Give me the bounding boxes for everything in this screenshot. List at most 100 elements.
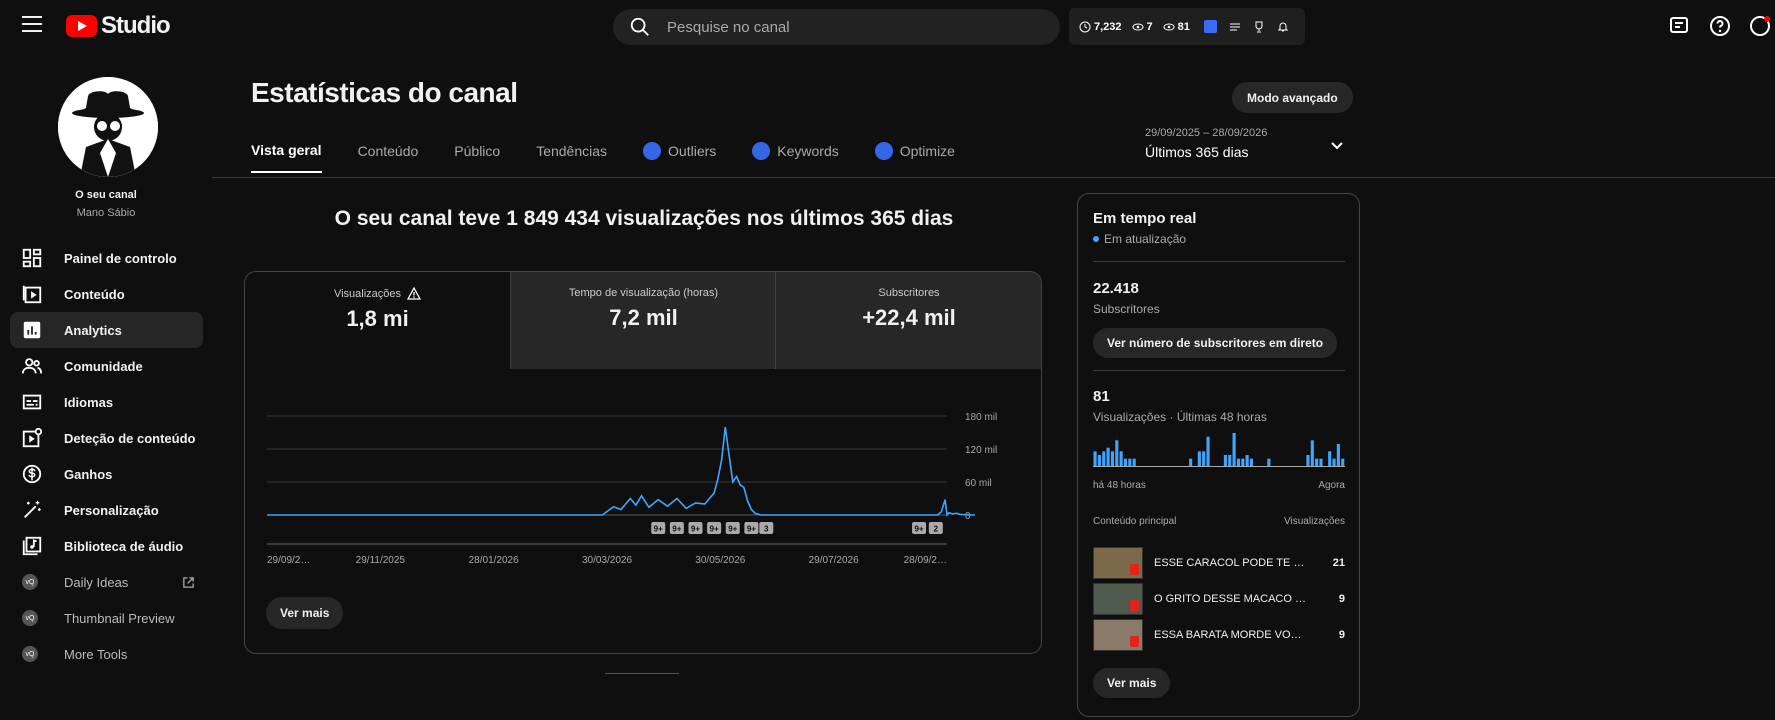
sidebar-item-audio-library[interactable]: Biblioteca de áudio <box>10 528 203 564</box>
tab-outliers[interactable]: Outliers <box>643 142 716 173</box>
see-more-button[interactable]: Ver mais <box>266 597 344 629</box>
sidebar-item-label: Idiomas <box>64 394 114 410</box>
realtime-bar <box>1110 451 1115 466</box>
sidebar-item-earn[interactable]: Ganhos <box>10 456 203 492</box>
video-thumbnail <box>1093 619 1143 651</box>
tab-label: Keywords <box>777 143 839 159</box>
tabs-divider <box>212 177 1775 178</box>
top-content-row[interactable]: ESSE CARACOL PODE TE … 21 <box>1093 547 1345 579</box>
clock-icon <box>1079 21 1091 32</box>
vidiq-icon: vQ <box>22 646 38 662</box>
x-tick-label: 29/07/2026 <box>809 555 859 566</box>
bell-icon[interactable] <box>1277 21 1289 33</box>
warning-icon <box>407 287 422 300</box>
sidebar-item-content[interactable]: Conteúdo <box>10 276 203 312</box>
annotation-label: 9+ <box>914 525 923 534</box>
list-icon[interactable] <box>1229 21 1241 33</box>
x-tick-label: 30/03/2026 <box>582 555 632 566</box>
sidebar-item-thumbnail-preview[interactable]: vQ Thumbnail Preview <box>10 600 203 636</box>
annotation-label: 9+ <box>672 525 681 534</box>
trophy-icon[interactable] <box>1253 21 1265 33</box>
tab-overview[interactable]: Vista geral <box>251 142 322 173</box>
tab-label: Conteúdo <box>357 143 419 159</box>
live-dot-icon <box>1093 236 1099 242</box>
realtime-bar <box>1306 455 1310 466</box>
sidebar-item-label: Analytics <box>64 322 122 338</box>
extension-stats-bar[interactable]: 7,232 7 81 <box>1069 8 1305 45</box>
tab-keywords[interactable]: Keywords <box>752 142 839 173</box>
earn-icon <box>22 464 42 484</box>
top-content-row[interactable]: ESSA BARATA MORDE VO… 9 <box>1093 619 1345 651</box>
chevron-down-icon[interactable] <box>1330 139 1344 153</box>
date-range-dates[interactable]: 29/09/2025 – 28/09/2026 <box>1145 127 1268 139</box>
realtime-bar <box>1232 433 1236 466</box>
sidebar-item-community[interactable]: Comunidade <box>10 348 203 384</box>
notifications-icon[interactable] <box>1748 14 1772 38</box>
chart-end-label: Agora <box>1318 480 1345 491</box>
top-content-header: Conteúdo principal <box>1093 516 1177 527</box>
x-tick-label: 30/05/2026 <box>695 555 745 566</box>
sidebar-item-analytics[interactable]: Analytics <box>10 312 203 348</box>
realtime-bar <box>1267 458 1271 466</box>
metric-watch-time[interactable]: Tempo de visualização (horas) 7,2 mil <box>510 272 776 369</box>
tab-trends[interactable]: Tendências <box>536 142 607 173</box>
vidiq-icon[interactable] <box>1203 20 1217 33</box>
search-input[interactable] <box>665 17 1049 37</box>
realtime-see-more-button[interactable]: Ver mais <box>1093 668 1171 698</box>
sidebar-item-more-tools[interactable]: vQ More Tools <box>10 636 203 672</box>
tab-content[interactable]: Conteúdo <box>358 142 419 173</box>
tab-optimize[interactable]: Optimize <box>874 142 955 173</box>
live-subscriber-count-button[interactable]: Ver número de subscritores em direto <box>1093 328 1338 358</box>
metric-subscribers[interactable]: Subscritores +22,4 mil <box>775 272 1041 369</box>
eye-icon <box>1132 23 1144 30</box>
sidebar-nav: Painel de controlo Conteúdo Analytics Co… <box>10 240 203 672</box>
sidebar-item-customization[interactable]: Personalização <box>10 492 203 528</box>
customization-icon <box>24 500 41 518</box>
date-range-label[interactable]: Últimos 365 dias <box>1145 144 1249 160</box>
sidebar-item-label: Daily Ideas <box>64 574 129 590</box>
metric-value: 1,8 mi <box>346 306 409 331</box>
y-tick-label: 60 mil <box>965 478 992 489</box>
annotation-label: 2 <box>934 525 939 534</box>
sidebar-item-languages[interactable]: Idiomas <box>10 384 203 420</box>
menu-icon[interactable] <box>22 16 42 32</box>
search-bar[interactable] <box>613 9 1060 45</box>
chart-start-label: há 48 horas <box>1093 480 1146 491</box>
annotation-marker <box>725 522 740 534</box>
avatar-image <box>58 77 158 177</box>
divider <box>1093 261 1345 262</box>
tab-label: Tendências <box>536 143 608 159</box>
realtime-title: Em tempo real <box>1093 210 1197 227</box>
sidebar-item-label: Conteúdo <box>64 286 125 302</box>
realtime-bar <box>1119 451 1123 466</box>
realtime-bar-chart[interactable] <box>1093 432 1345 468</box>
y-tick-label: 0 <box>965 511 971 522</box>
annotation-marker <box>651 522 666 534</box>
realtime-bar <box>1319 458 1323 466</box>
views-chart[interactable]: 180 mil 120 mil 60 mil 0 9+ 9+ 9+ 9+ 9+ 9+ 3 9+ 2 29/… <box>245 369 1041 569</box>
tab-audience[interactable]: Público <box>454 142 500 173</box>
y-tick-label: 120 mil <box>965 445 997 456</box>
tab-label: Público <box>454 143 501 159</box>
video-views: 9 <box>1338 593 1345 605</box>
annotation-label: 9+ <box>728 525 737 534</box>
realtime-bar <box>1315 458 1319 466</box>
sidebar-item-dashboard[interactable]: Painel de controlo <box>10 240 203 276</box>
create-icon[interactable] <box>1668 14 1692 38</box>
sidebar-item-label: Thumbnail Preview <box>64 610 175 626</box>
sidebar-item-content-detection[interactable]: Deteção de conteúdo <box>10 420 203 456</box>
y-tick-label: 180 mil <box>965 412 997 423</box>
overview-card: Visualizações 1,8 mi Tempo de visualizaç… <box>244 271 1042 654</box>
views-series-line <box>267 426 975 517</box>
subscribers-label: Subscritores <box>1093 302 1160 316</box>
youtube-studio-logo[interactable]: Studio <box>66 12 171 40</box>
realtime-bar <box>1189 458 1193 466</box>
sidebar-item-daily-ideas[interactable]: vQ Daily Ideas <box>10 564 203 600</box>
top-content-row[interactable]: O GRITO DESSE MACACO … 9 <box>1093 583 1345 615</box>
search-icon <box>630 17 649 36</box>
help-icon[interactable] <box>1708 14 1732 38</box>
advanced-mode-button[interactable]: Modo avançado <box>1232 82 1353 113</box>
channel-avatar[interactable] <box>58 77 158 177</box>
annotation-label: 9+ <box>747 525 756 534</box>
metric-views[interactable]: Visualizações 1,8 mi <box>245 272 510 369</box>
